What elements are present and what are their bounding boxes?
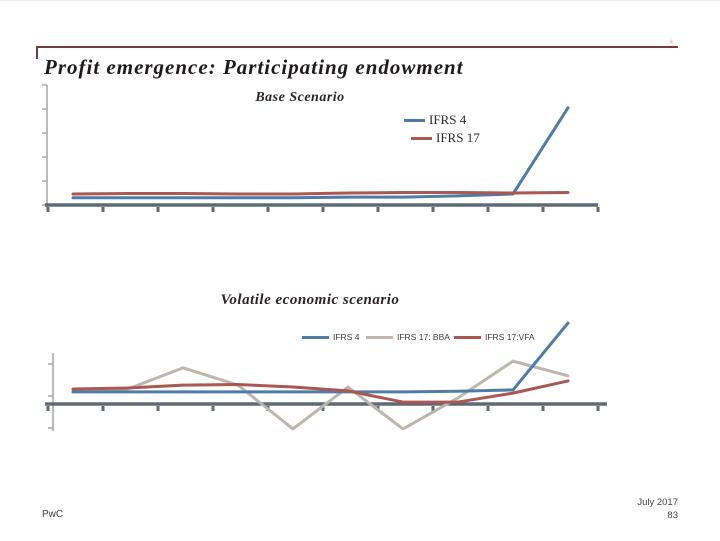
chart-2-series-ifrs-4 bbox=[71, 321, 570, 394]
ifrs4-line-swatch bbox=[302, 335, 329, 339]
legend-item-ifrs17-bba: IFRS 17: BBA bbox=[366, 330, 450, 344]
legend-item-ifrs17-vfa: IFRS 17:VFA bbox=[454, 330, 535, 344]
footer-page-number: 83 bbox=[667, 510, 678, 521]
chart-1-series-ifrs-4 bbox=[71, 106, 570, 200]
ifrs4-line-swatch bbox=[404, 118, 425, 122]
slide-title: Profit emergence: Participating endowmen… bbox=[44, 55, 464, 79]
chart-1-series-ifrs-17 bbox=[71, 191, 570, 196]
top-accent-rule-notch bbox=[36, 46, 38, 59]
chart-2-series-ifrs-17-vfa bbox=[71, 379, 570, 404]
legend-item-ifrs4: IFRS 4 bbox=[404, 111, 480, 129]
vfa-line-swatch bbox=[454, 335, 481, 339]
legend-label: IFRS 17:VFA bbox=[485, 332, 535, 342]
bba-line-swatch bbox=[366, 335, 393, 339]
footer-date: July 2017 bbox=[637, 497, 678, 508]
chart-1-title: Base Scenario bbox=[255, 90, 345, 105]
legend-label: IFRS 4 bbox=[429, 112, 467, 127]
legend-item-ifrs4-volatile: IFRS 4 bbox=[302, 330, 359, 344]
pwc-logo-text: PwC bbox=[42, 509, 64, 520]
legend-label: IFRS 4 bbox=[333, 332, 360, 342]
legend-label: IFRS 17: BBA bbox=[397, 332, 450, 342]
chart-1-legend: IFRS 4 IFRS 17 bbox=[404, 111, 480, 147]
rule-end-ornament: * bbox=[669, 37, 674, 51]
ifrs17-line-swatch bbox=[411, 136, 432, 140]
top-accent-rule bbox=[36, 46, 678, 48]
legend-label: IFRS 17 bbox=[436, 130, 480, 145]
chart-2-title: Volatile economic scenario bbox=[220, 292, 400, 308]
chart-2-series-ifrs-17-bba bbox=[71, 359, 570, 431]
legend-item-ifrs17: IFRS 17 bbox=[411, 129, 480, 147]
footer-meta: July 2017 83 bbox=[637, 496, 678, 522]
